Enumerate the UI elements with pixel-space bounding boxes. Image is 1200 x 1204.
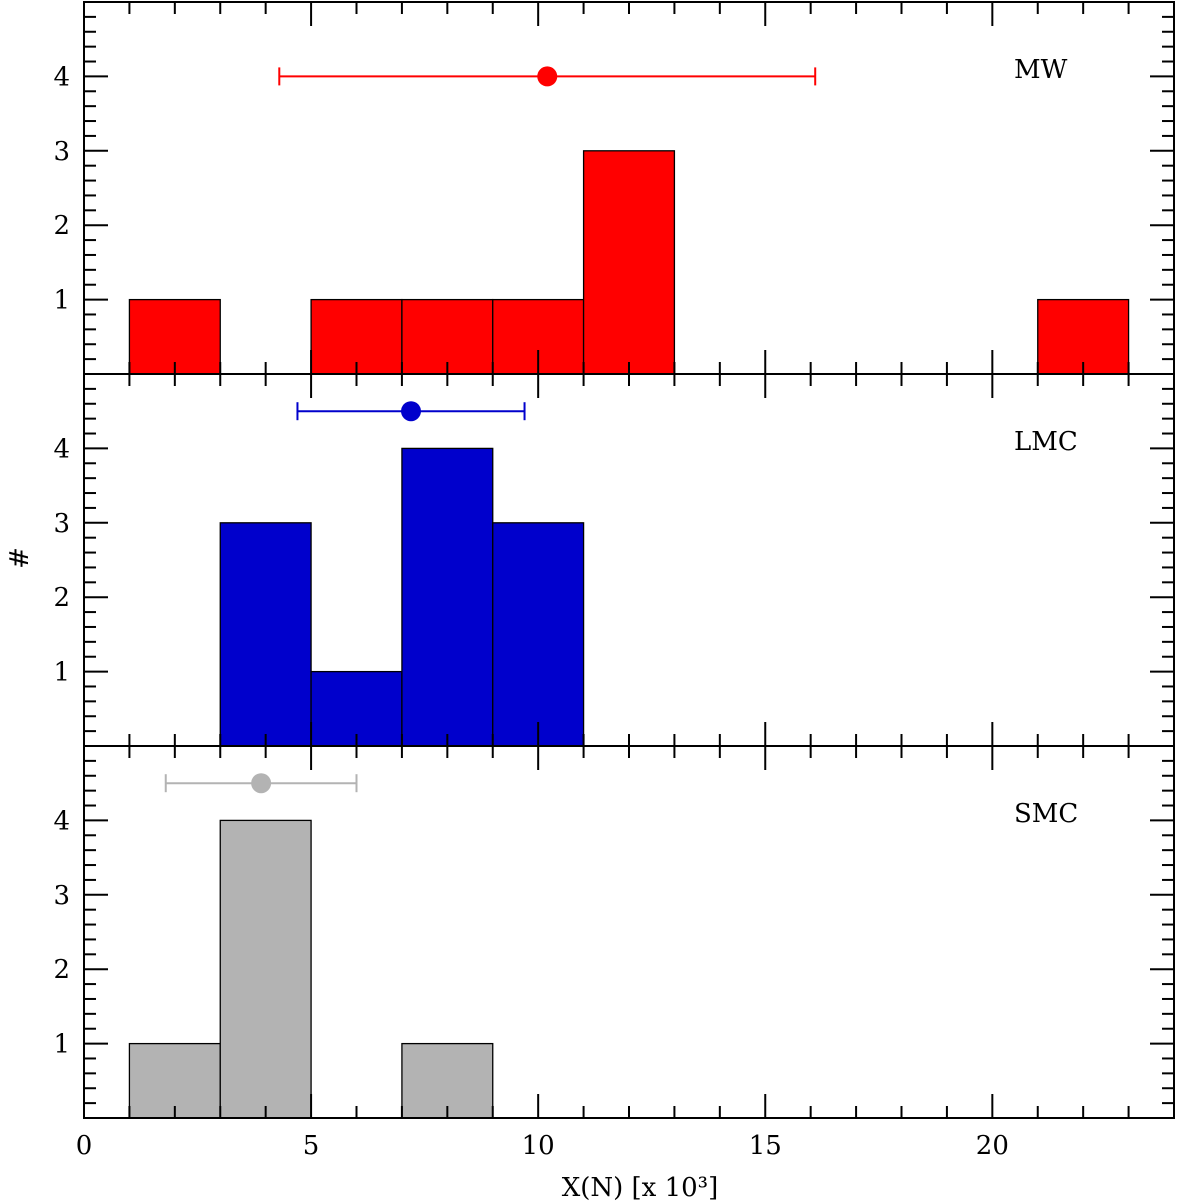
panel-smc: 1 2 3 4 SMC xyxy=(53,745,1175,1119)
x-axis-label: X(N) [x 10³] xyxy=(562,1173,719,1203)
bar-smc-1 xyxy=(219,819,312,1119)
x-tick-label-15: 15 xyxy=(749,1131,782,1161)
y-tick-label-smc-1: 1 xyxy=(53,1030,70,1060)
bar-smc-2 xyxy=(401,1042,494,1119)
mean-errorbar-smc xyxy=(164,773,358,794)
panel-label-smc: SMC xyxy=(1014,799,1078,829)
y-tick-label-mw-1: 1 xyxy=(53,286,70,316)
bar-lmc-3 xyxy=(492,522,585,747)
mean-errorbar-lmc xyxy=(296,401,526,422)
bar-mw-2 xyxy=(401,298,494,375)
x-tick-label-10: 10 xyxy=(522,1131,555,1161)
y-tick-label-lmc-1: 1 xyxy=(53,658,70,688)
mean-point-smc xyxy=(251,773,272,794)
panel-lmc: 1 2 3 4 LMC xyxy=(53,373,1175,747)
bar-smc-0 xyxy=(128,1042,221,1119)
bar-lmc-2 xyxy=(401,447,494,747)
panel-mw: 1 2 3 4 MW xyxy=(53,1,1175,375)
bar-mw-1 xyxy=(310,298,403,375)
y-axis-label: # xyxy=(5,547,35,569)
y-tick-label-smc-4: 4 xyxy=(53,806,70,836)
x-tick-label-5: 5 xyxy=(303,1131,320,1161)
x-tick-label-0: 0 xyxy=(76,1131,93,1161)
panels-group: 1 2 3 4 MW 1 2 3 4 LMC 1 2 3 4 SMC xyxy=(53,1,1175,1119)
bar-mw-4 xyxy=(582,150,676,375)
y-tick-label-mw-4: 4 xyxy=(53,62,70,92)
bar-mw-0 xyxy=(128,298,221,375)
y-tick-label-lmc-3: 3 xyxy=(53,509,70,539)
mean-point-lmc xyxy=(401,401,421,422)
mean-point-mw xyxy=(537,66,558,87)
bar-lmc-0 xyxy=(219,522,312,747)
x-tick-labels: 0 5 10 15 20 xyxy=(76,1131,1009,1161)
y-tick-label-mw-3: 3 xyxy=(53,137,70,167)
panel-label-mw: MW xyxy=(1014,55,1068,85)
y-tick-label-lmc-4: 4 xyxy=(53,434,70,464)
y-tick-label-lmc-2: 2 xyxy=(53,583,70,613)
panel-label-lmc: LMC xyxy=(1014,427,1078,457)
mean-errorbar-mw xyxy=(278,66,817,87)
y-tick-label-smc-2: 2 xyxy=(53,955,70,985)
y-tick-label-smc-3: 3 xyxy=(53,881,70,911)
y-tick-label-mw-2: 2 xyxy=(53,211,70,241)
x-tick-label-20: 20 xyxy=(976,1131,1009,1161)
